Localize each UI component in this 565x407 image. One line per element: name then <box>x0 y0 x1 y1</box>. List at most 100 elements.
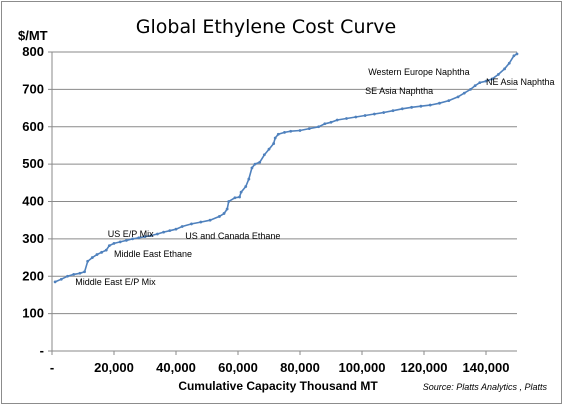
y-tick-label: 300 <box>22 231 44 246</box>
y-tick-label: 700 <box>22 81 44 96</box>
data-point <box>100 250 103 254</box>
data-point <box>317 125 320 129</box>
data-point <box>410 105 413 109</box>
x-tick-label: 20,000 <box>94 360 134 375</box>
data-point <box>66 274 69 278</box>
x-tick-label: 60,000 <box>218 360 258 375</box>
data-point <box>456 95 460 99</box>
data-point <box>244 185 248 188</box>
series-cost-curve <box>53 52 519 284</box>
data-point <box>507 61 511 65</box>
data-point <box>289 129 293 133</box>
y-tick-labels: - 100 200 300 400 500 600 700 800 <box>22 44 44 358</box>
data-point <box>233 196 237 200</box>
data-point <box>272 142 276 145</box>
y-tick-label: 800 <box>22 44 44 59</box>
data-point <box>253 162 257 166</box>
data-point <box>462 91 466 95</box>
data-point <box>363 114 367 117</box>
data-point <box>382 111 386 114</box>
data-point <box>497 73 500 76</box>
y-tick-label: 400 <box>22 194 44 209</box>
data-point <box>222 212 226 215</box>
data-point <box>503 67 506 71</box>
annotation-label: US E/P Mix <box>108 229 154 239</box>
y-tick-label: - <box>40 343 44 358</box>
data-point <box>298 129 302 132</box>
data-point <box>276 132 280 136</box>
data-point <box>90 256 94 259</box>
data-point <box>112 241 116 245</box>
data-point <box>400 107 404 111</box>
data-point <box>239 190 243 194</box>
annotation-label: NE Asia Naphtha <box>486 77 555 87</box>
data-point <box>473 84 477 88</box>
data-point <box>258 160 262 164</box>
data-point <box>208 218 212 222</box>
x-tick-labels: - 20,000 40,000 60,000 80,000 100,000 120,000 1… <box>50 360 510 375</box>
data-point <box>512 54 516 58</box>
data-point <box>373 112 376 116</box>
data-point <box>218 215 221 218</box>
y-tick-label: 600 <box>22 119 44 134</box>
x-tick-label: 80,000 <box>280 360 320 375</box>
data-point <box>137 236 141 240</box>
data-point <box>484 79 488 83</box>
axes <box>48 51 517 355</box>
y-axis-label: $/MT <box>18 28 48 43</box>
data-point <box>247 177 251 181</box>
data-point <box>72 272 76 276</box>
data-point <box>180 225 184 228</box>
data-point <box>118 240 122 244</box>
data-point <box>323 122 327 126</box>
chart-title: Global Ethylene Cost Curve <box>136 16 396 38</box>
data-point <box>307 127 311 131</box>
data-point <box>238 195 241 199</box>
data-point <box>199 220 203 224</box>
data-point <box>345 117 348 120</box>
data-point <box>131 237 135 241</box>
data-point <box>267 147 271 151</box>
data-point <box>156 232 159 236</box>
data-point <box>95 253 99 256</box>
x-tick-label: 120,000 <box>401 360 448 375</box>
data-point <box>83 270 86 274</box>
annotation-label: Middle East Ethane <box>114 249 192 259</box>
data-point <box>104 248 108 252</box>
data-point <box>419 104 423 108</box>
y-tick-label: 100 <box>22 306 44 321</box>
data-point <box>469 87 472 91</box>
x-tick-label: 40,000 <box>156 360 196 375</box>
data-point <box>428 103 432 107</box>
data-point <box>53 280 57 284</box>
data-point <box>478 81 482 85</box>
data-point <box>329 120 333 124</box>
data-point <box>490 77 494 81</box>
data-point <box>107 244 111 248</box>
source-note: Source: Platts Analytics , Platts <box>423 382 548 392</box>
data-point <box>447 99 451 102</box>
data-point <box>227 200 231 203</box>
data-point <box>391 109 395 113</box>
y-tick-label: 500 <box>22 156 44 171</box>
data-point <box>335 118 339 122</box>
data-point <box>125 238 128 242</box>
annotation-label: Western Europe Naphtha <box>368 67 469 77</box>
data-point <box>283 130 286 134</box>
data-point <box>86 259 90 263</box>
data-point <box>225 207 229 211</box>
data-point <box>250 166 254 170</box>
x-tick-label: 100,000 <box>339 360 386 375</box>
data-point <box>273 136 277 140</box>
annotation-label: SE Asia Naphtha <box>365 86 433 96</box>
x-axis-label: Cumulative Capacity Thousand MT <box>178 379 378 393</box>
data-point <box>149 234 153 237</box>
data-point <box>354 115 358 119</box>
data-point <box>515 52 519 56</box>
data-point <box>174 227 178 231</box>
data-point <box>162 230 166 234</box>
series-line <box>54 53 518 283</box>
data-point <box>262 153 266 157</box>
